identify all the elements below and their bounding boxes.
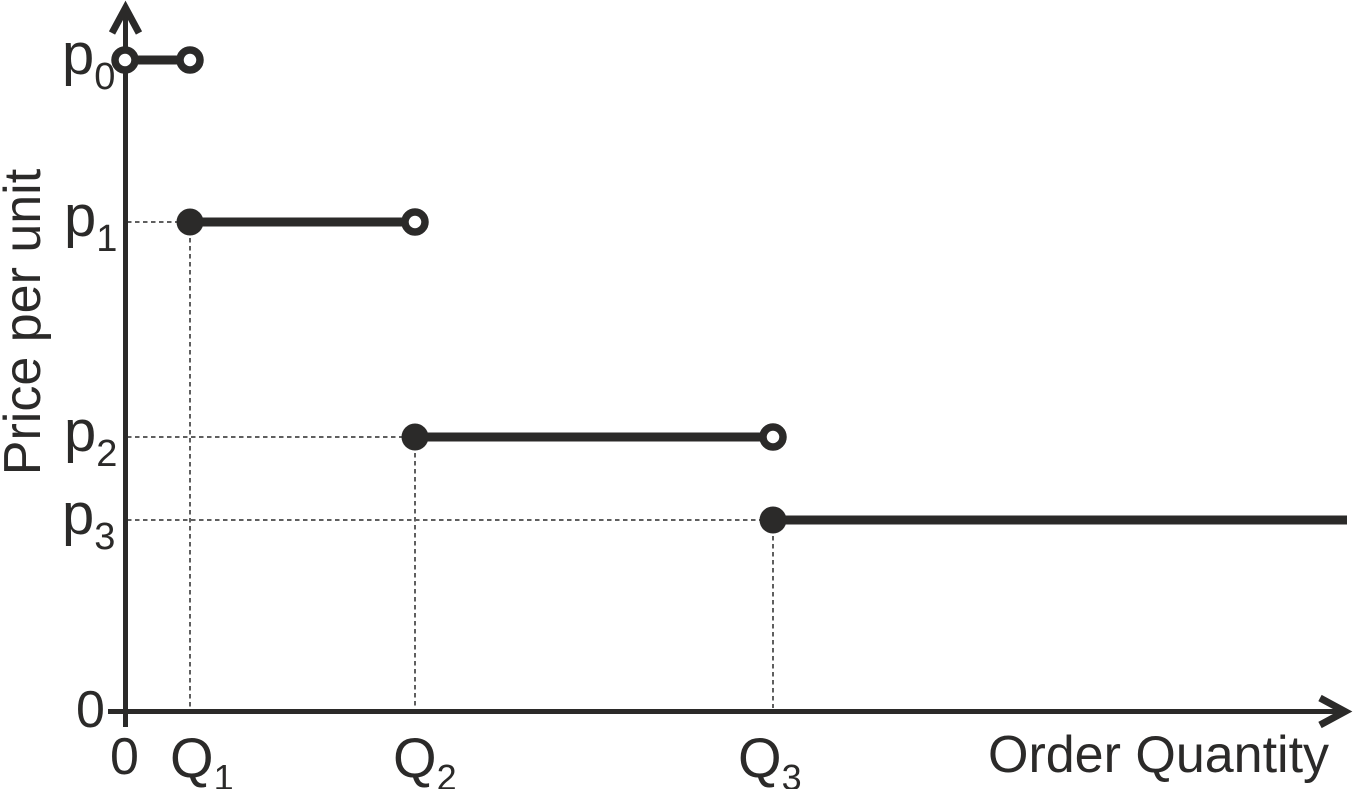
y-tick-zero: 0 — [76, 681, 105, 739]
open-point-p0-end — [176, 46, 204, 74]
open-point-p1-end — [401, 208, 429, 236]
axes — [108, 0, 1353, 729]
endpoint-markers — [111, 46, 787, 534]
price-steps — [125, 55, 1347, 525]
guide-lines — [127, 221, 774, 708]
x-tick-q1: Q1 — [170, 726, 234, 789]
y-tick-p2: p2 — [64, 399, 117, 475]
y-axis-arrow-icon — [108, 0, 143, 35]
open-point-p2-end — [759, 423, 787, 451]
x-axis-arrow-icon — [1318, 694, 1353, 729]
x-tick-q2: Q2 — [393, 726, 457, 789]
open-point-p0-start — [111, 46, 139, 74]
y-tick-p1: p1 — [64, 184, 117, 260]
axis-titles: Price per unit Order Quantity — [0, 168, 1329, 784]
x-tick-q3: Q3 — [738, 726, 802, 789]
closed-point-q1-p1 — [176, 208, 204, 236]
y-tick-p3: p3 — [62, 482, 115, 558]
x-tick-labels: 0 Q1 Q2 Q3 — [110, 726, 802, 789]
y-tick-labels: p0 p1 p2 p3 0 — [62, 22, 117, 739]
y-tick-p0: p0 — [62, 22, 115, 98]
y-axis-title: Price per unit — [0, 168, 52, 475]
x-axis-title: Order Quantity — [988, 726, 1329, 784]
closed-point-q3-p3 — [759, 506, 787, 534]
closed-point-q2-p2 — [401, 423, 429, 451]
x-tick-zero: 0 — [110, 728, 139, 786]
